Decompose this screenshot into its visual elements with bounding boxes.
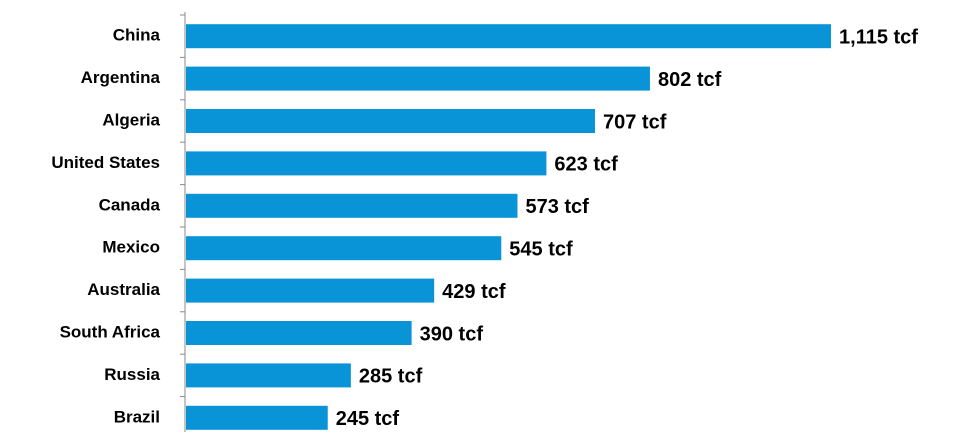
category-label: Argentina	[81, 68, 161, 87]
value-label: 802 tcf	[658, 69, 722, 91]
bar	[186, 278, 435, 303]
category-label: Brazil	[114, 407, 160, 426]
category-label: Australia	[87, 280, 160, 299]
value-label: 390 tcf	[420, 323, 484, 345]
bar	[186, 24, 832, 49]
bar	[186, 151, 547, 176]
bar	[186, 236, 502, 261]
category-label: South Africa	[60, 322, 161, 341]
value-label: 623 tcf	[554, 154, 618, 176]
category-label: Algeria	[102, 110, 160, 129]
value-label: 1,115 tcf	[839, 26, 918, 48]
category-label: Canada	[99, 195, 161, 214]
bar	[186, 363, 351, 388]
bar	[186, 66, 650, 91]
value-label: 245 tcf	[336, 408, 400, 430]
value-label: 285 tcf	[359, 366, 423, 388]
category-label: Mexico	[102, 238, 160, 257]
bar	[186, 109, 595, 133]
bar	[186, 405, 328, 430]
value-label: 573 tcf	[525, 196, 589, 218]
bar	[186, 193, 518, 218]
value-label: 707 tcf	[603, 111, 667, 133]
value-label: 545 tcf	[509, 238, 573, 260]
category-label: Russia	[104, 365, 160, 384]
category-label: United States	[51, 153, 160, 172]
category-label: China	[113, 26, 161, 45]
value-label: 429 tcf	[442, 281, 506, 303]
bar	[186, 321, 412, 345]
